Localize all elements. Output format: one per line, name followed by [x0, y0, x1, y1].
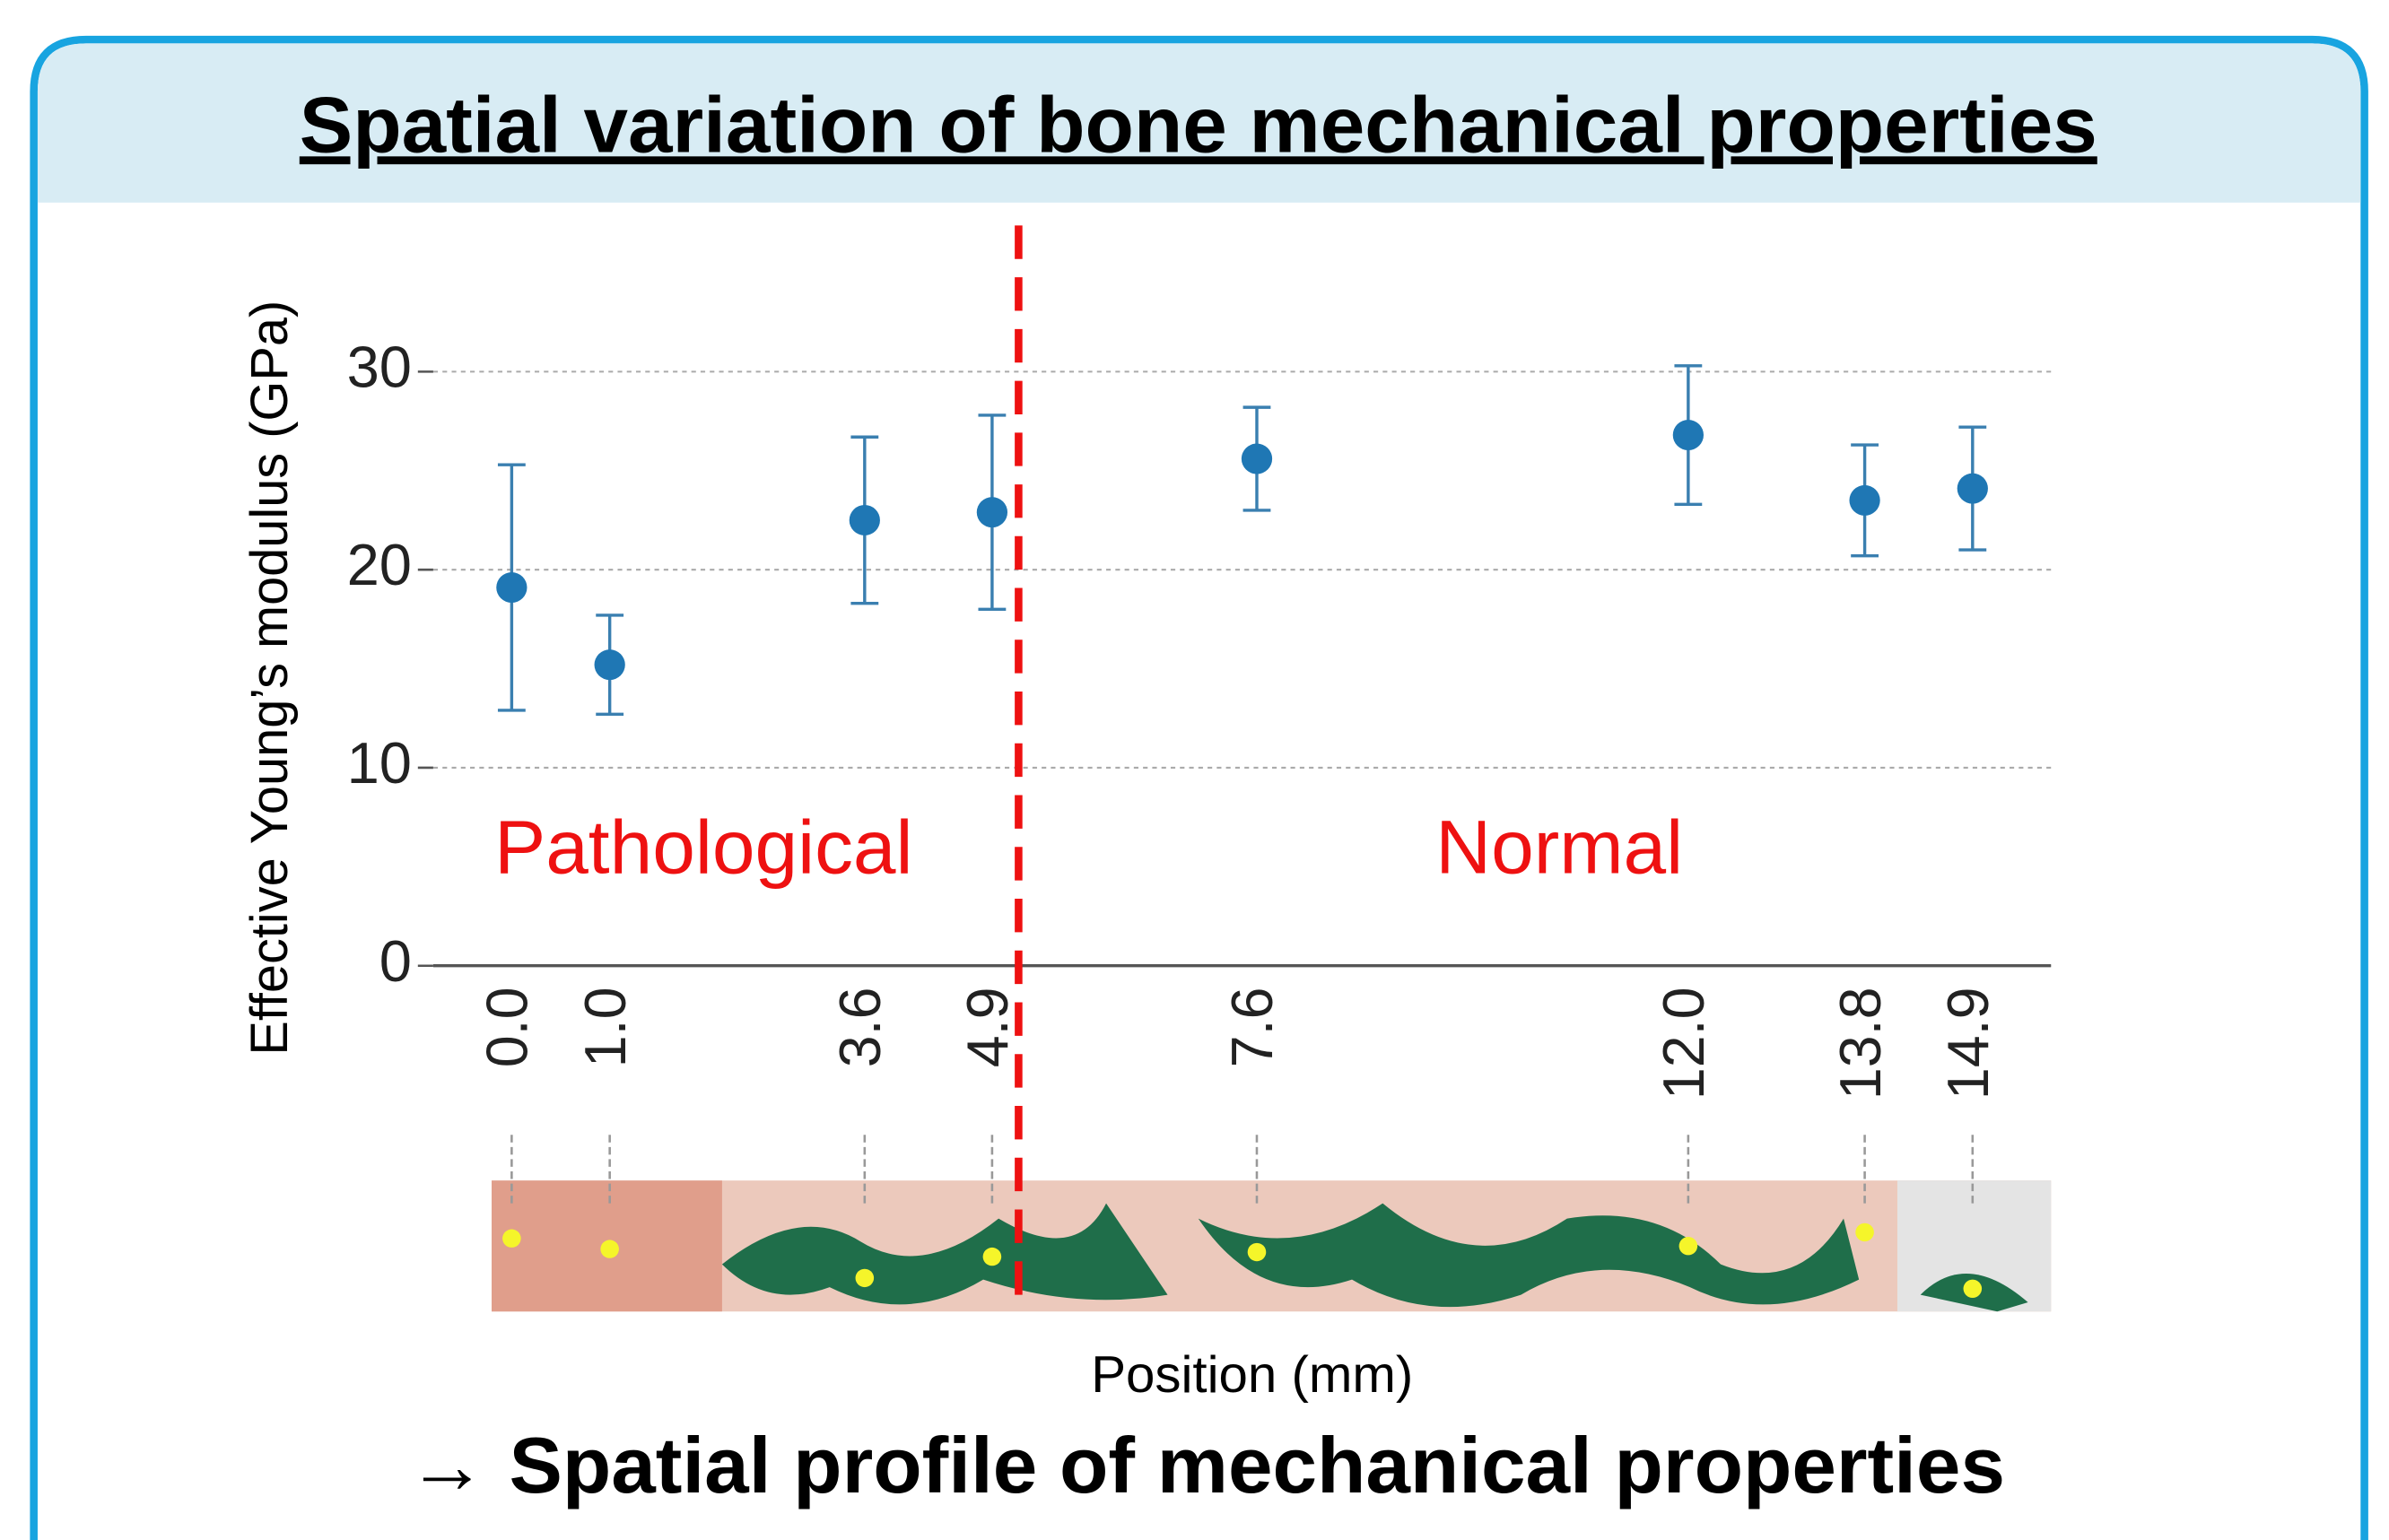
sample-point	[502, 1230, 521, 1248]
sample-point	[856, 1269, 875, 1287]
sample-point	[600, 1240, 619, 1257]
y-tick-label: 0	[379, 928, 412, 994]
y-axis-label: Effective Young’s modulus (GPa)	[241, 300, 299, 1056]
y-tick-label: 10	[347, 730, 412, 796]
region-label: Pathological	[494, 805, 912, 891]
point	[1957, 474, 1988, 504]
x-tick-label: 7.6	[1219, 988, 1285, 1068]
title: Spatial variation of bone mechanical pro…	[300, 81, 2097, 170]
conclusion: → Spatial profile of mechanical properti…	[407, 1421, 2005, 1510]
x-tick-label: 0.0	[474, 988, 539, 1068]
y-tick-label: 20	[347, 532, 412, 597]
point	[496, 572, 527, 603]
x-tick-label: 13.8	[1827, 988, 1893, 1101]
x-tick-label: 12.0	[1651, 988, 1716, 1101]
point	[1673, 420, 1704, 450]
point	[977, 497, 1007, 527]
point	[850, 505, 880, 535]
bone-image	[492, 1180, 2051, 1311]
x-axis-label: Position (mm)	[1091, 1346, 1413, 1404]
slide: Spatial variation of bone mechanical pro…	[0, 0, 2389, 1540]
x-tick-label: 14.9	[1935, 988, 2001, 1101]
point	[1849, 485, 1879, 516]
sample-point	[1679, 1237, 1698, 1255]
x-tick-label: 3.6	[827, 988, 893, 1068]
sample-point	[1964, 1280, 1983, 1298]
point	[595, 649, 625, 680]
sample-point	[1248, 1243, 1267, 1261]
sample-point	[983, 1248, 1002, 1266]
sample-point	[1855, 1223, 1874, 1241]
page: Spatial variation of bone mechanical pro…	[0, 0, 2389, 1540]
region-label: Normal	[1435, 805, 1683, 891]
x-tick-label: 1.0	[572, 988, 638, 1068]
x-tick-label: 4.9	[955, 988, 1020, 1068]
y-tick-label: 30	[347, 335, 412, 400]
point	[1242, 444, 1272, 474]
